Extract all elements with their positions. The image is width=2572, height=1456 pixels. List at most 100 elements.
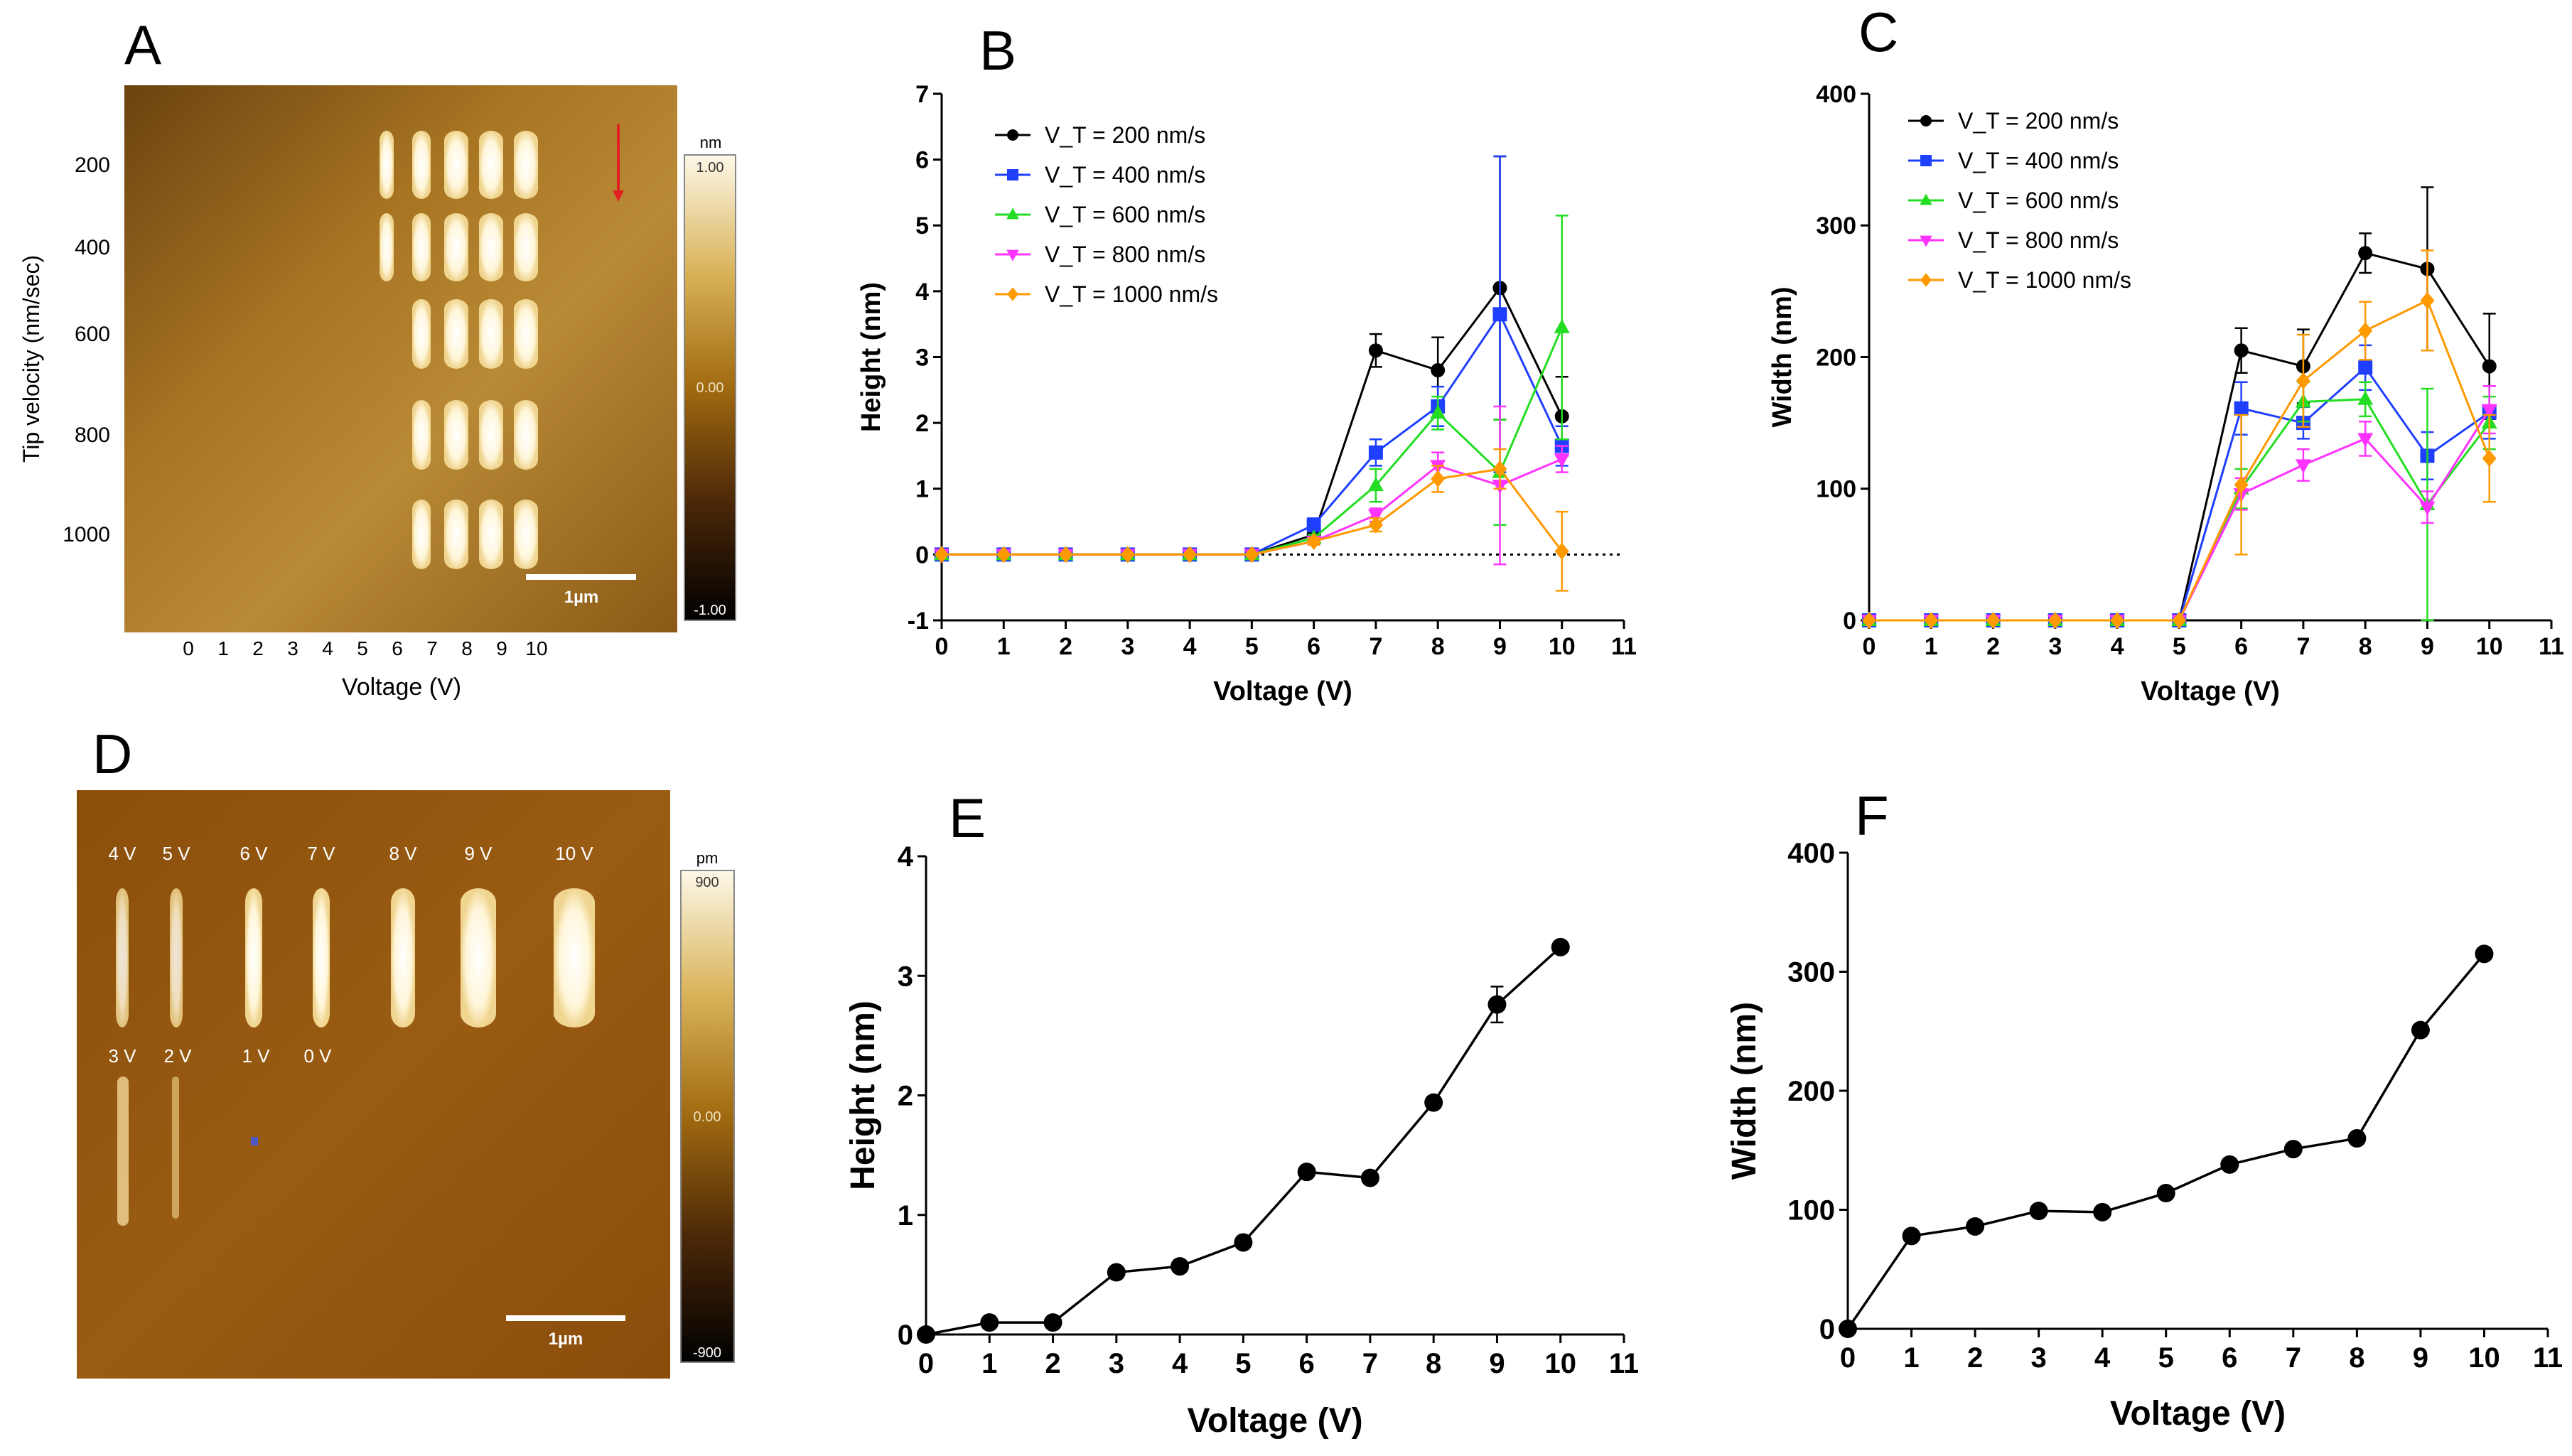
panel-d-colorbar [680,870,735,1363]
x-tick-label: 8 [2359,633,2372,660]
x-tick-label: 3 [2048,633,2062,660]
panel-c-chart: C 0 100 200 300 400 0 1 2 3 4 5 6 7 8 9 10 11 Voltage (V)… [1767,1,2564,706]
legend-entry: V_T = 1000 nm/s [1958,267,2131,293]
x-tick-label: 5 [2158,1342,2174,1374]
panel-d-feature [461,888,496,1028]
data-point [1431,470,1446,487]
data-point [2482,450,2497,468]
data-point [1920,273,1932,287]
data-point [1058,546,1073,563]
data-point [1297,1163,1316,1182]
legend-entry: V_T = 800 nm/s [1958,227,2119,253]
y-tick-label: 400 [1816,81,1856,108]
panel-d-feature [172,1077,179,1219]
x-tick-label: 11 [2539,633,2564,660]
panel-e-letter: E [949,787,986,849]
panel-a-feature [479,299,503,369]
panel-d-top-label: 8 V [389,843,417,864]
data-point [1492,460,1507,478]
panel-a-letter: A [124,14,161,76]
series-line [925,946,1561,1336]
panel-a-scalebar-label: 1µm [564,588,599,607]
panel-d-feature [391,888,415,1028]
panel-a-feature [514,213,538,281]
x-tick-label: 7 [2296,633,2310,660]
x-tick-label: 4 [2094,1342,2111,1374]
y-tick-label: 100 [1787,1195,1835,1226]
panel-a-x-tick-label: 3 [287,637,298,659]
panel-a-colorbar-unit: nm [700,134,722,151]
panel-d: D 4 V 5 V 6 V 7 V 8 V 9 V 10 V 3 V 2 V 1 V 0 V 1µm… [77,723,735,1379]
x-tick-label: 5 [1235,1348,1251,1379]
data-point [1183,546,1198,563]
panel-a-x-ticks: 0 1 2 3 4 5 6 7 8 9 10 [183,637,547,659]
data-point [1920,115,1932,126]
panel-a-x-tick-label: 5 [357,637,368,659]
y-tick-label: 1 [915,476,929,503]
data-point [2357,433,2374,448]
panel-d-colorbar-min: -900 [693,1345,721,1361]
panel-a-y-tick-label: 1000 [63,523,110,546]
panel-a: A 1µm 200 400 600 800 1000 0 1 2 3 4 5 6 7 8 9 10 Tip … [18,14,736,701]
data-point [1430,404,1446,419]
y-tick-label: 5 [915,212,929,239]
panel-a-feature [412,500,431,569]
x-tick-label: 2 [1045,1348,1060,1379]
x-tick-label: 8 [1431,633,1445,660]
data-point [2156,1184,2175,1203]
panel-a-y-tick-label: 400 [75,236,110,259]
x-tick-label: 9 [1493,633,1507,660]
y-tick-label: 2 [915,410,929,437]
data-point [2357,390,2374,405]
data-point [1367,477,1384,492]
data-point [2411,1020,2430,1040]
data-point [1360,1168,1379,1187]
data-point [2347,1129,2367,1148]
x-tick-label: 11 [1611,633,1637,660]
panel-d-bottom-label: 2 V [163,1045,192,1067]
data-point [1554,453,1570,468]
x-tick-label: 1 [1925,633,1938,660]
data-point [1244,546,1259,563]
panel-b-letter: B [979,19,1016,82]
y-axis-label: Width (nm) [1726,1002,1763,1180]
y-tick-label: 4 [898,841,914,873]
series-line [1869,298,2491,622]
panel-d-top-label: 7 V [307,843,335,864]
x-tick-label: 5 [2173,633,2186,660]
data-point [2172,612,2187,629]
legend-entry: V_T = 600 nm/s [1045,202,1205,227]
panel-d-voltage-labels: 4 V 5 V 6 V 7 V 8 V 9 V 10 V 3 V 2 V 1 V 0 V [108,843,593,1067]
panel-d-feature [313,888,330,1028]
data-point [1551,937,1570,956]
x-tick-label: 2 [1986,633,2000,660]
y-axis-label: Height (nm) [856,282,886,432]
data-point [980,1313,999,1332]
panel-d-feature [245,888,262,1028]
panel-a-feature [380,213,394,281]
x-tick-label: 9 [2413,1342,2428,1374]
panel-a-feature [479,500,503,569]
panel-f-chart: F 0 100 200 300 400 0 1 2 3 4 5 6 7 8 9 10 11 Voltage (V)… [1726,784,2563,1433]
x-tick-label: 4 [1172,1348,1188,1379]
data-point [1902,1226,1921,1246]
data-point [2419,501,2436,516]
data-point [2234,343,2249,358]
panel-d-colorbar-max: 900 [695,875,719,890]
x-tick-label: 3 [1109,1348,1124,1379]
data-point [1234,1233,1253,1252]
x-tick-label: 7 [1369,633,1382,660]
panel-a-feature [444,500,468,569]
y-axis-label: Width (nm) [1767,286,1797,427]
panel-d-letter: D [92,723,132,785]
legend-entry: V_T = 800 nm/s [1045,242,1205,267]
data-point [1043,1313,1062,1332]
data-point [2475,944,2494,964]
y-tick-label: 1 [898,1200,913,1231]
panel-d-top-label: 6 V [240,843,268,864]
panel-a-y-axis-label: Tip velocity (nm/sec) [18,255,44,463]
panel-a-feature [444,213,468,281]
data-point [996,546,1011,563]
x-tick-label: 10 [2468,1342,2500,1374]
